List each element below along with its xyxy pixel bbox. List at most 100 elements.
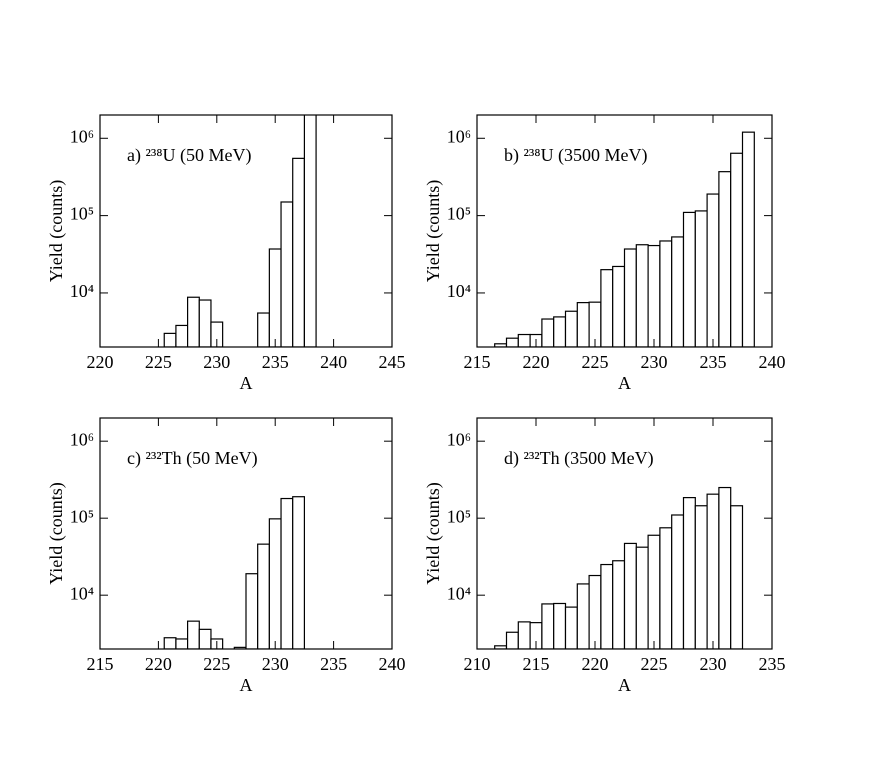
y-tick-label: 10⁶ [70,429,94,449]
x-tick-label: 225 [145,352,172,372]
x-tick-label: 235 [320,654,347,674]
plot-frame [476,114,773,348]
bar [292,496,306,649]
bar [612,560,626,649]
bar [682,497,696,649]
y-tick-label: 10⁴ [447,583,471,603]
bar [706,193,720,347]
bar [659,527,673,649]
y-tick-label: 10⁴ [447,281,471,301]
bar [268,248,282,347]
x-tick-label: 235 [759,654,786,674]
bar [245,573,259,649]
panel: 210 215 220 225 230 235 10⁴ 10⁵ 10⁶ A Yield (count… [423,417,786,695]
bars [163,496,306,649]
bar [541,603,555,649]
x-axis-label: A [618,675,631,695]
x-tick-label: 220 [87,352,114,372]
bar [600,269,614,347]
bar [671,236,685,347]
bar [198,628,212,649]
bar [187,620,200,649]
bar [280,201,294,347]
bar [268,518,282,649]
bar [175,324,189,347]
bar [694,505,708,649]
annotation: d) ²³²Th (3500 MeV) [504,448,654,469]
bars [163,115,317,347]
panel: 220 225 230 235 240 245 10⁴ 10⁵ 10⁶ A Yield (count… [46,114,406,393]
x-tick-label: 230 [700,654,727,674]
y-axis-label: Yield (counts) [423,180,444,282]
bar [635,546,649,649]
bar [730,505,744,649]
x-axis-label: A [240,675,253,695]
bar [682,211,696,347]
x-axis-label: A [240,373,253,393]
x-tick-label: 225 [582,352,609,372]
bar [612,265,626,347]
bar [163,637,177,649]
x-tick-label: 235 [262,352,289,372]
x-tick-label: 220 [523,352,550,372]
bar [187,296,200,347]
x-tick-label: 225 [203,654,230,674]
bar [505,337,519,347]
y-tick-label: 10⁵ [70,506,94,526]
x-tick-label: 230 [641,352,668,372]
x-tick-label: 210 [464,654,491,674]
bar [694,210,708,347]
bar [635,244,649,347]
bar [505,631,519,649]
bar [588,574,602,649]
y-tick-label: 10⁶ [447,126,471,146]
y-axis-label: Yield (counts) [46,482,67,584]
bar [600,563,614,649]
bar [280,497,294,649]
bar [576,302,590,347]
annotation: c) ²³²Th (50 MeV) [127,448,258,469]
bar [257,543,270,649]
annotation: a) ²³⁸U (50 MeV) [127,145,252,166]
bar [576,583,590,649]
y-tick-label: 10⁶ [447,429,471,449]
annotation: b) ²³⁸U (3500 MeV) [504,145,648,166]
x-tick-label: 220 [145,654,172,674]
x-tick-label: 240 [320,352,347,372]
bar [553,316,567,347]
bar [564,310,578,347]
x-tick-label: 225 [641,654,668,674]
bar [659,240,673,347]
bar [623,542,637,649]
y-tick-label: 10⁵ [70,204,94,224]
bar [198,299,212,347]
x-tick-label: 245 [379,352,406,372]
bars [494,486,744,649]
plot-frame [99,114,393,348]
bar [163,332,177,347]
bar [303,115,317,347]
y-axis-label: Yield (counts) [423,482,444,584]
x-axis-label: A [618,373,631,393]
y-axis-label: Yield (counts) [46,180,67,282]
bar [517,621,531,649]
y-tick-label: 10⁴ [70,583,94,603]
bar [741,131,755,347]
x-tick-label: 240 [379,654,406,674]
bars [494,131,755,347]
x-tick-label: 240 [759,352,786,372]
x-tick-label: 220 [582,654,609,674]
bar [541,318,555,347]
x-tick-label: 235 [700,352,727,372]
bar [623,248,637,347]
bar [671,514,685,649]
bar [553,602,567,649]
panel: 215 220 225 230 235 240 10⁴ 10⁵ 10⁶ A Yield (count… [423,114,786,393]
x-tick-label: 230 [262,654,289,674]
bar [647,244,661,347]
bar [718,171,732,347]
bar [292,157,306,347]
x-tick-label: 230 [203,352,230,372]
y-tick-label: 10⁵ [447,506,471,526]
